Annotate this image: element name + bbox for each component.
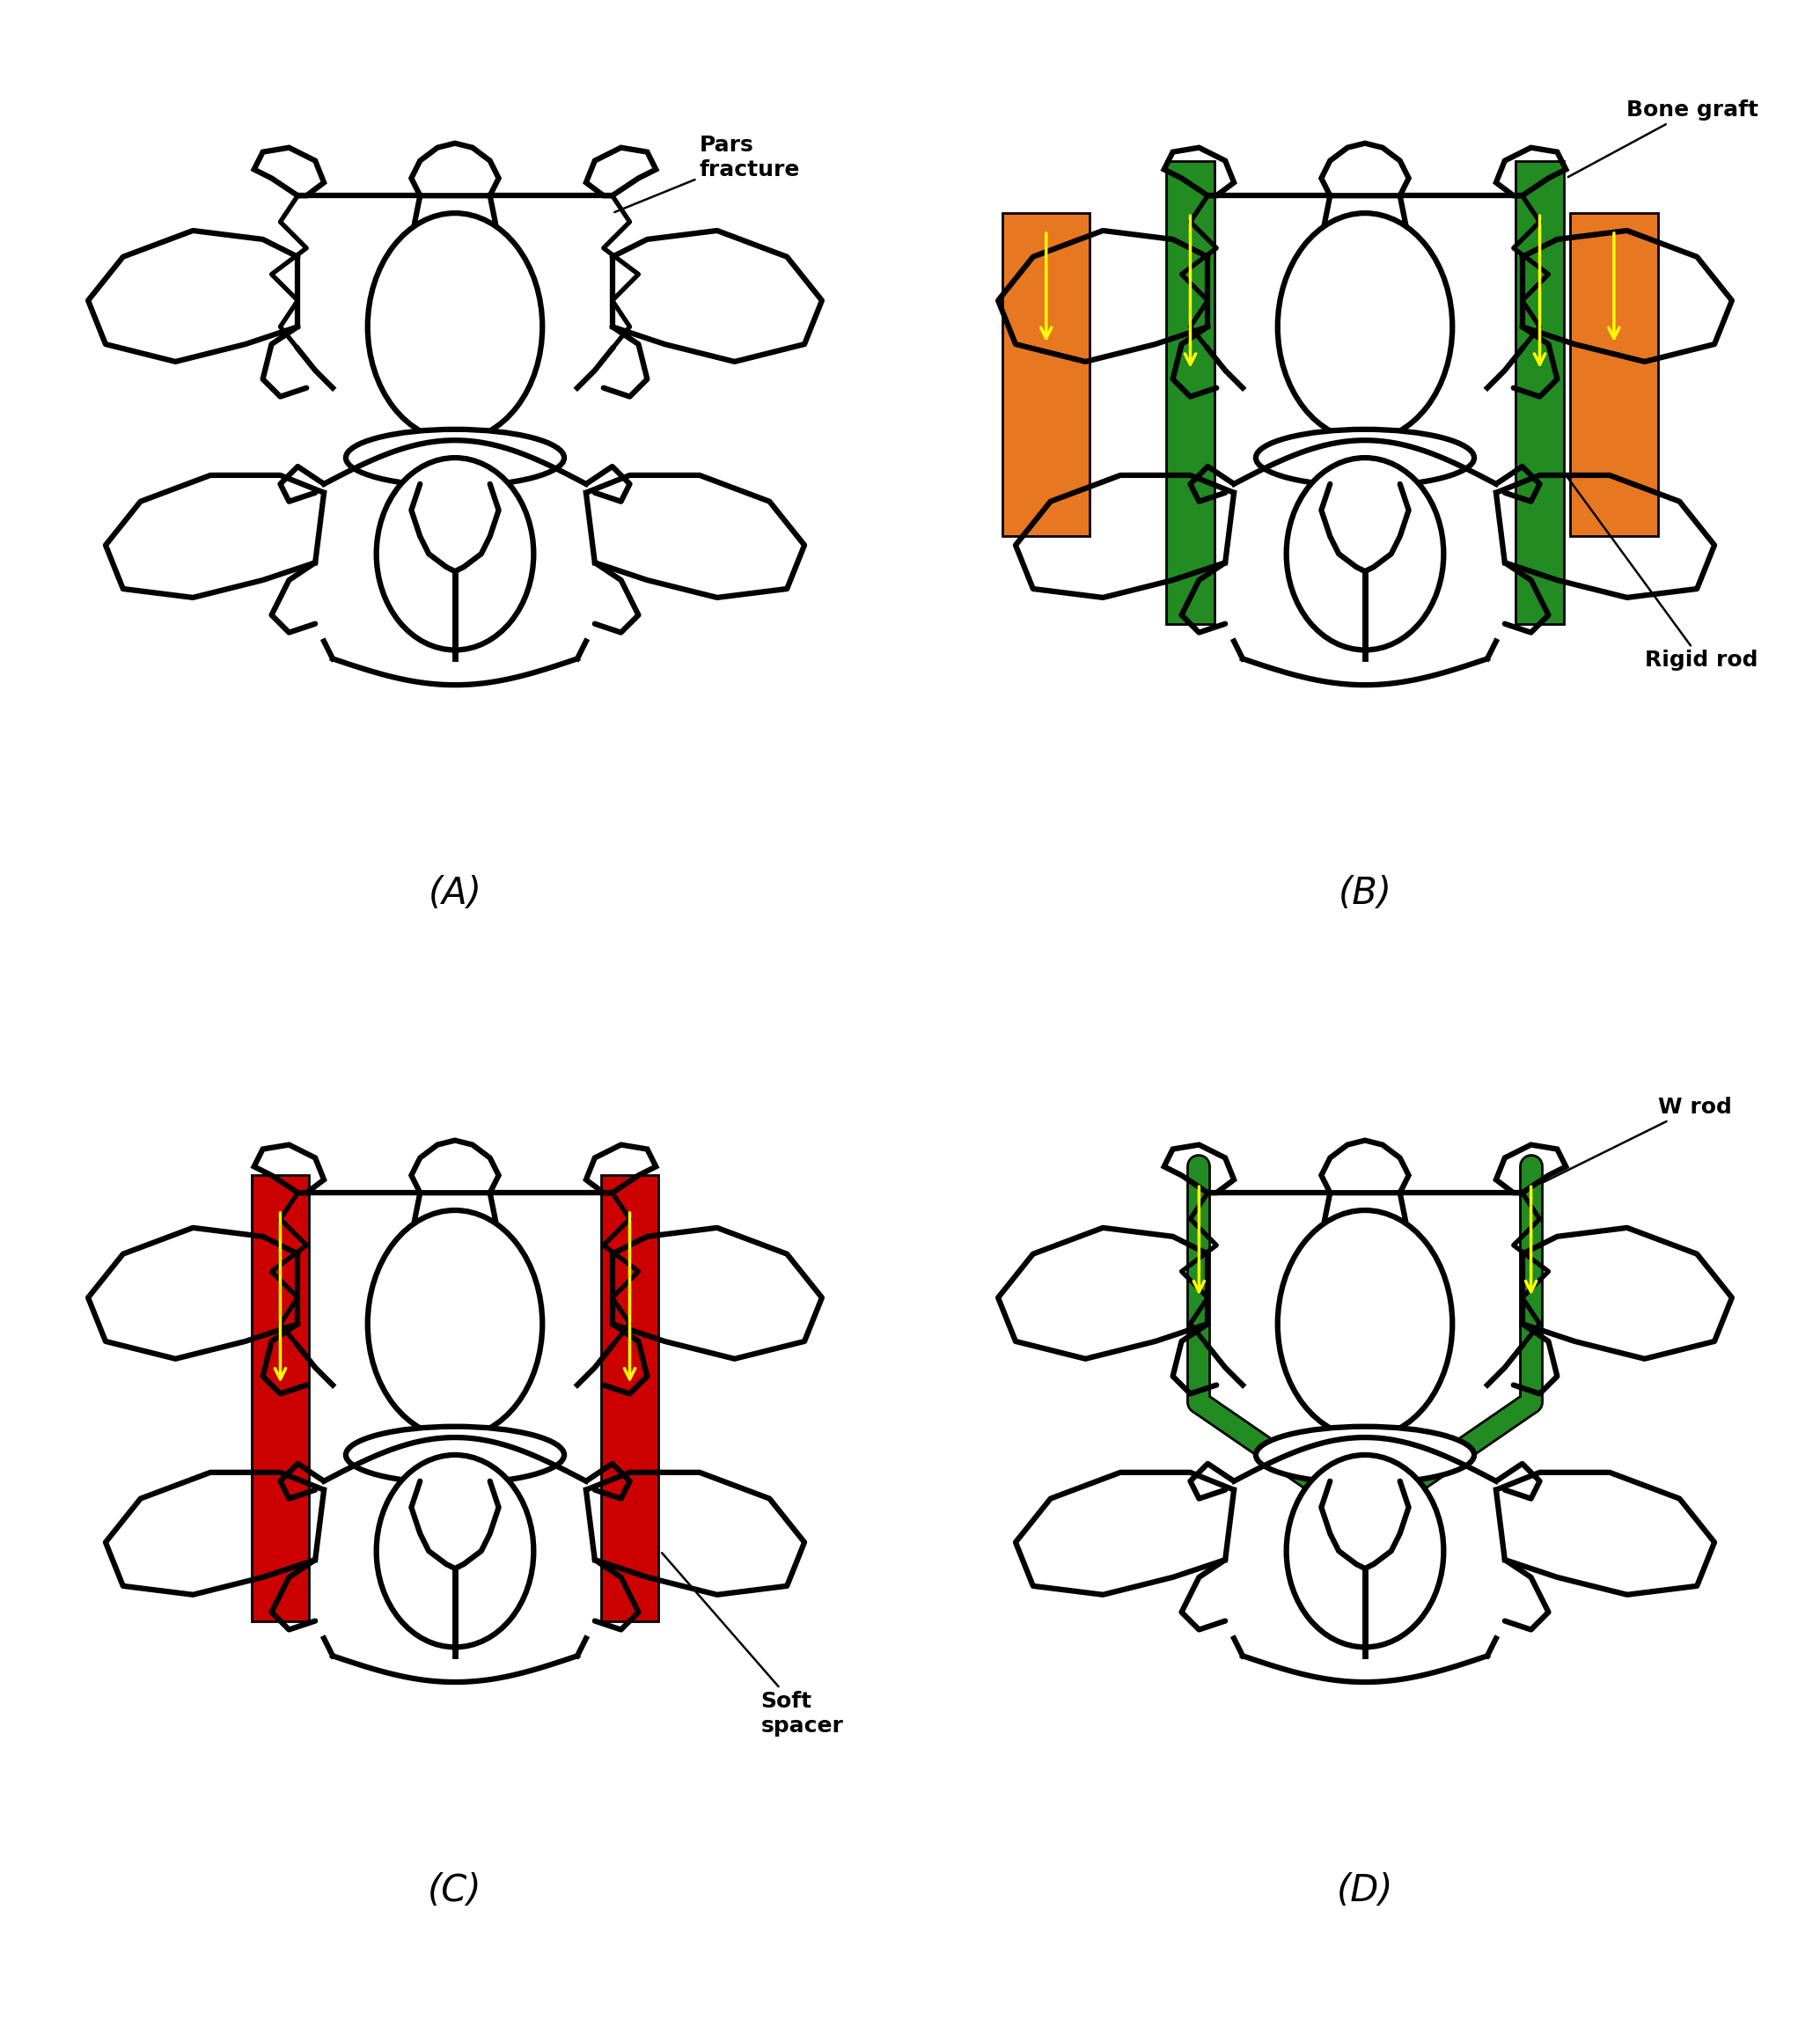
Bar <box>1003 214 1090 537</box>
Text: (D): (D) <box>1336 1872 1394 1909</box>
Bar <box>1516 161 1563 625</box>
Ellipse shape <box>368 1211 542 1437</box>
Bar <box>1167 161 1214 625</box>
Ellipse shape <box>377 1455 533 1646</box>
Ellipse shape <box>1256 1427 1474 1484</box>
Bar <box>251 1176 309 1622</box>
Text: Bone graft: Bone graft <box>1569 100 1758 177</box>
Bar <box>601 1176 659 1622</box>
Text: Rigid rod: Rigid rod <box>1567 478 1758 672</box>
Ellipse shape <box>1287 458 1443 649</box>
Ellipse shape <box>346 429 564 486</box>
Text: W rod: W rod <box>1542 1097 1733 1182</box>
Ellipse shape <box>1256 429 1474 486</box>
Text: (B): (B) <box>1338 875 1392 912</box>
Ellipse shape <box>1278 1211 1452 1437</box>
Ellipse shape <box>1278 214 1452 440</box>
Bar <box>1571 214 1658 537</box>
Text: (A): (A) <box>428 875 482 912</box>
Ellipse shape <box>346 1427 564 1484</box>
Text: Soft
spacer: Soft spacer <box>662 1553 843 1736</box>
Ellipse shape <box>1287 1455 1443 1646</box>
Text: (C): (C) <box>428 1872 482 1909</box>
Ellipse shape <box>368 214 542 440</box>
Text: Pars
fracture: Pars fracture <box>615 134 801 212</box>
Ellipse shape <box>377 458 533 649</box>
